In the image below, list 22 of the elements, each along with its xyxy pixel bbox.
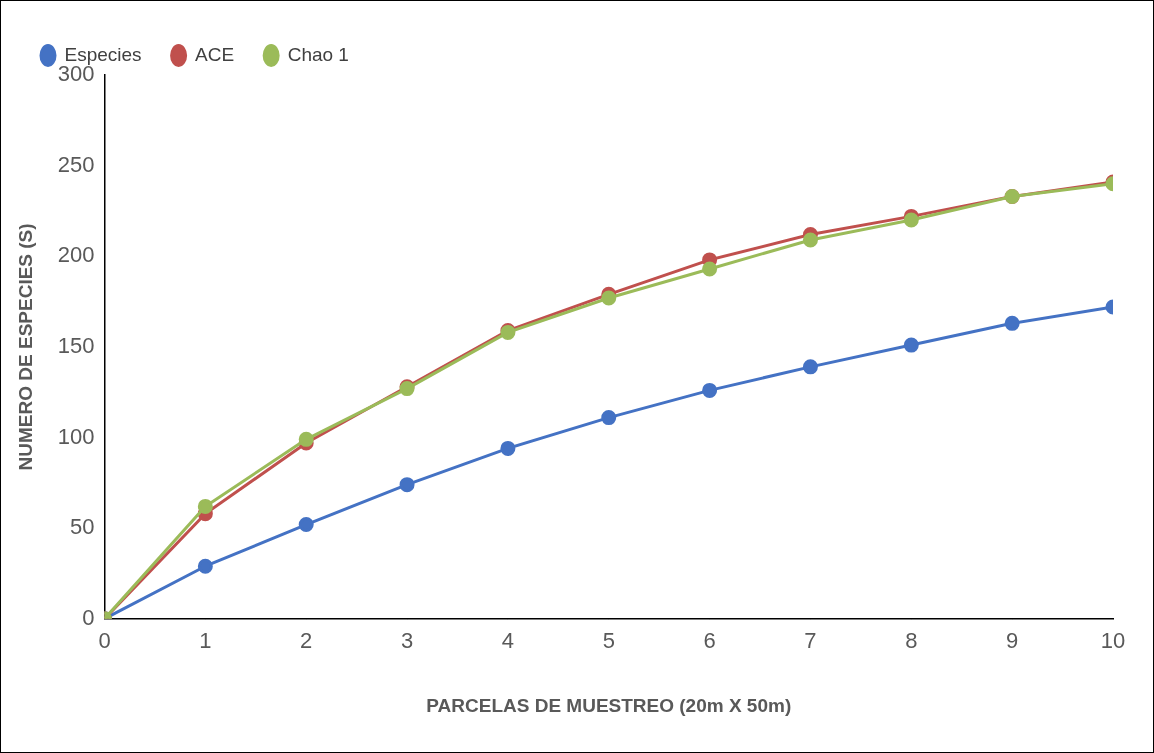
y-tick-label: 200	[57, 242, 95, 268]
x-tick-label: 9	[1006, 628, 1019, 654]
y-tick-label: 250	[57, 151, 95, 177]
y-tick-label: 150	[57, 332, 95, 358]
x-tick-label: 6	[703, 628, 716, 654]
x-tick-label: 4	[501, 628, 515, 654]
y-tick-label: 0	[82, 604, 95, 630]
x-tick-label: 7	[804, 628, 817, 654]
y-tick-label: 50	[70, 514, 95, 540]
legend-label: Chao 1	[287, 43, 349, 65]
x-axis-title: PARCELAS DE MUESTREO (20m X 50m)	[426, 694, 792, 716]
x-tick-label: 2	[300, 628, 313, 654]
legend-label: Especies	[64, 43, 142, 65]
x-tick-label: 3	[400, 628, 414, 654]
x-tick-label: 10	[1100, 628, 1126, 654]
y-tick-label: 100	[57, 423, 95, 449]
x-tick-label: 5	[602, 628, 615, 654]
y-axis-title: NUMERO DE ESPECIES (S)	[14, 223, 36, 471]
x-tick-label: 0	[98, 628, 111, 654]
legend-label: ACE	[195, 43, 235, 65]
x-tick-label: 1	[199, 628, 212, 654]
x-tick-label: 8	[905, 628, 918, 654]
